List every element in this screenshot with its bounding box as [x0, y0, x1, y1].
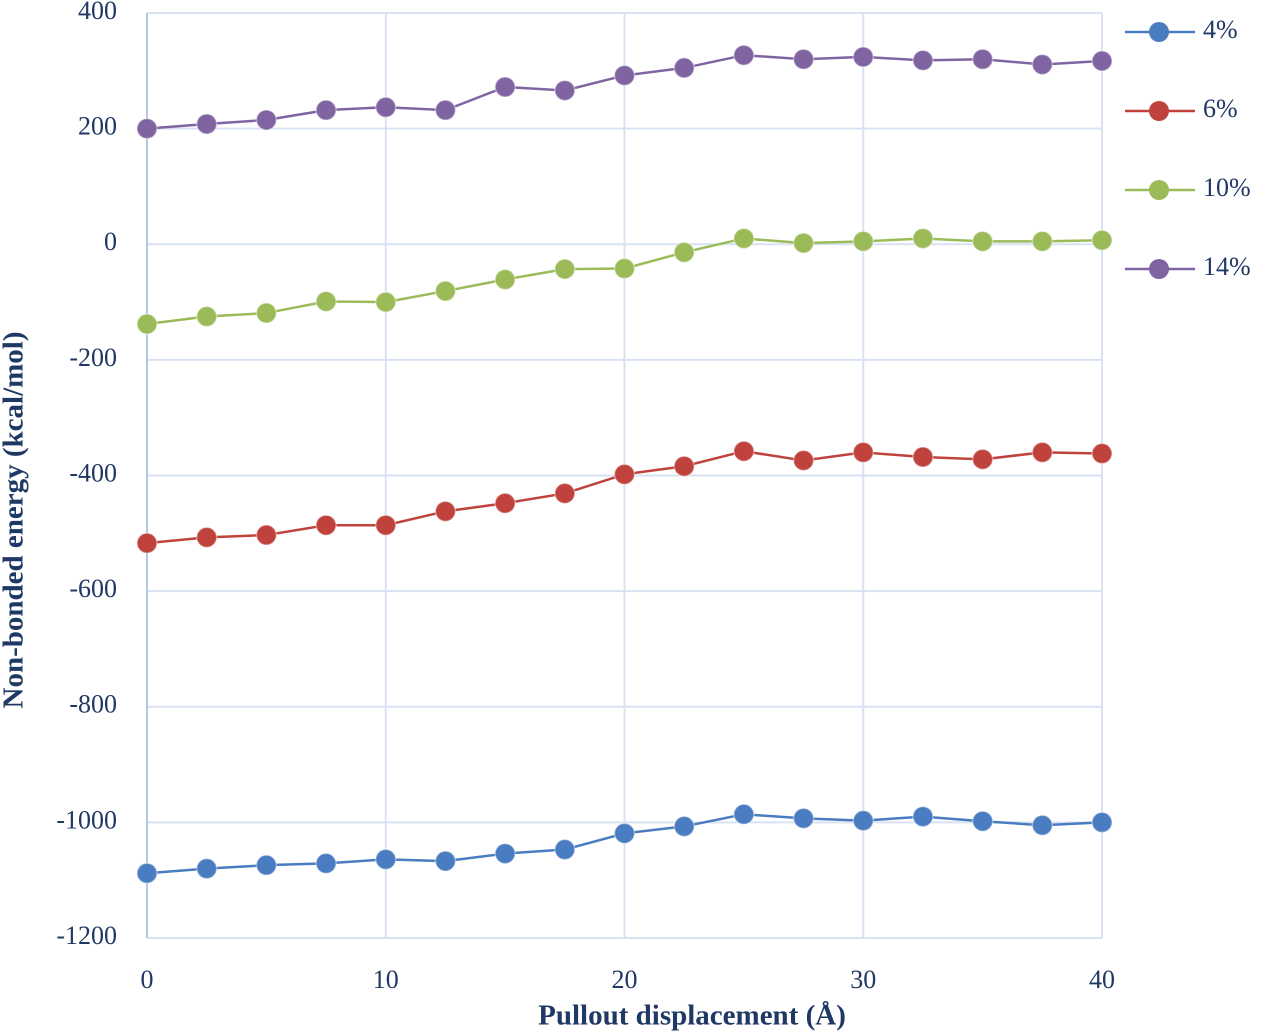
marker [195, 305, 218, 328]
x-tick-label: 10 [373, 965, 399, 994]
marker [673, 455, 695, 477]
marker [375, 514, 397, 536]
marker [971, 810, 994, 832]
marker [434, 280, 457, 302]
legend-marker [1149, 22, 1169, 42]
marker [852, 230, 874, 253]
marker [1031, 814, 1054, 837]
marker [1091, 442, 1113, 465]
marker [912, 446, 934, 468]
marker [494, 76, 516, 98]
marker [792, 48, 815, 70]
marker [255, 109, 278, 131]
marker [136, 117, 158, 140]
legend-label: 4% [1203, 15, 1238, 44]
marker [613, 822, 636, 845]
legend-label: 14% [1203, 252, 1251, 281]
marker [195, 857, 218, 880]
marker [375, 291, 397, 313]
marker [554, 258, 576, 280]
y-axis-title: Non-bonded energy (kcal/mol) [0, 332, 30, 709]
marker [315, 290, 337, 313]
marker [673, 241, 695, 264]
marker [195, 526, 218, 549]
legend-marker [1149, 259, 1169, 279]
marker [195, 113, 218, 135]
marker [434, 850, 457, 872]
x-axis-title: Pullout displacement (Å) [538, 1000, 846, 1032]
legend-marker [1149, 180, 1169, 200]
marker [315, 852, 337, 875]
marker [1031, 441, 1054, 464]
marker [852, 441, 874, 464]
marker [613, 463, 636, 486]
marker [1091, 229, 1113, 251]
marker [852, 809, 874, 832]
marker [792, 449, 815, 472]
marker [1091, 50, 1113, 72]
marker [554, 482, 576, 505]
marker [315, 99, 337, 121]
y-tick-label: -600 [69, 574, 117, 603]
marker [613, 257, 636, 280]
marker [255, 302, 278, 324]
marker [315, 514, 337, 536]
legend-label: 6% [1203, 94, 1238, 123]
x-tick-label: 30 [850, 965, 876, 994]
marker [494, 842, 516, 865]
marker [912, 227, 934, 250]
marker [1031, 230, 1054, 253]
marker [136, 313, 158, 335]
marker [434, 99, 457, 121]
y-tick-label: -1200 [56, 921, 117, 950]
marker [375, 848, 397, 871]
marker [792, 232, 815, 254]
marker [136, 532, 158, 554]
y-tick-label: -800 [69, 690, 117, 719]
marker [912, 805, 934, 828]
marker [375, 96, 397, 118]
y-tick-label: -400 [69, 458, 117, 487]
marker [554, 79, 576, 102]
marker [971, 230, 994, 253]
marker [673, 57, 695, 79]
legend-marker [1149, 101, 1169, 121]
marker [733, 227, 755, 250]
y-tick-label: -1000 [56, 805, 117, 834]
marker [971, 448, 994, 471]
marker [613, 64, 636, 87]
marker [434, 500, 457, 523]
marker [136, 862, 158, 884]
marker [733, 440, 755, 462]
marker [852, 46, 874, 68]
x-tick-label: 0 [141, 965, 154, 994]
marker [255, 524, 278, 546]
x-tick-label: 20 [612, 965, 638, 994]
marker [255, 854, 278, 876]
y-tick-label: 0 [104, 227, 117, 256]
marker [1091, 811, 1113, 834]
marker [912, 49, 934, 72]
marker [792, 807, 815, 830]
y-tick-label: -200 [69, 343, 117, 372]
marker [971, 48, 994, 70]
x-tick-label: 40 [1089, 965, 1115, 994]
y-tick-label: 400 [78, 0, 117, 25]
marker [733, 803, 755, 826]
marker [494, 492, 516, 514]
y-tick-label: 200 [78, 112, 117, 141]
marker [673, 815, 695, 838]
marker [494, 268, 516, 291]
marker [733, 44, 755, 66]
marker [554, 838, 576, 861]
legend-label: 10% [1203, 173, 1251, 202]
marker [1031, 53, 1054, 76]
